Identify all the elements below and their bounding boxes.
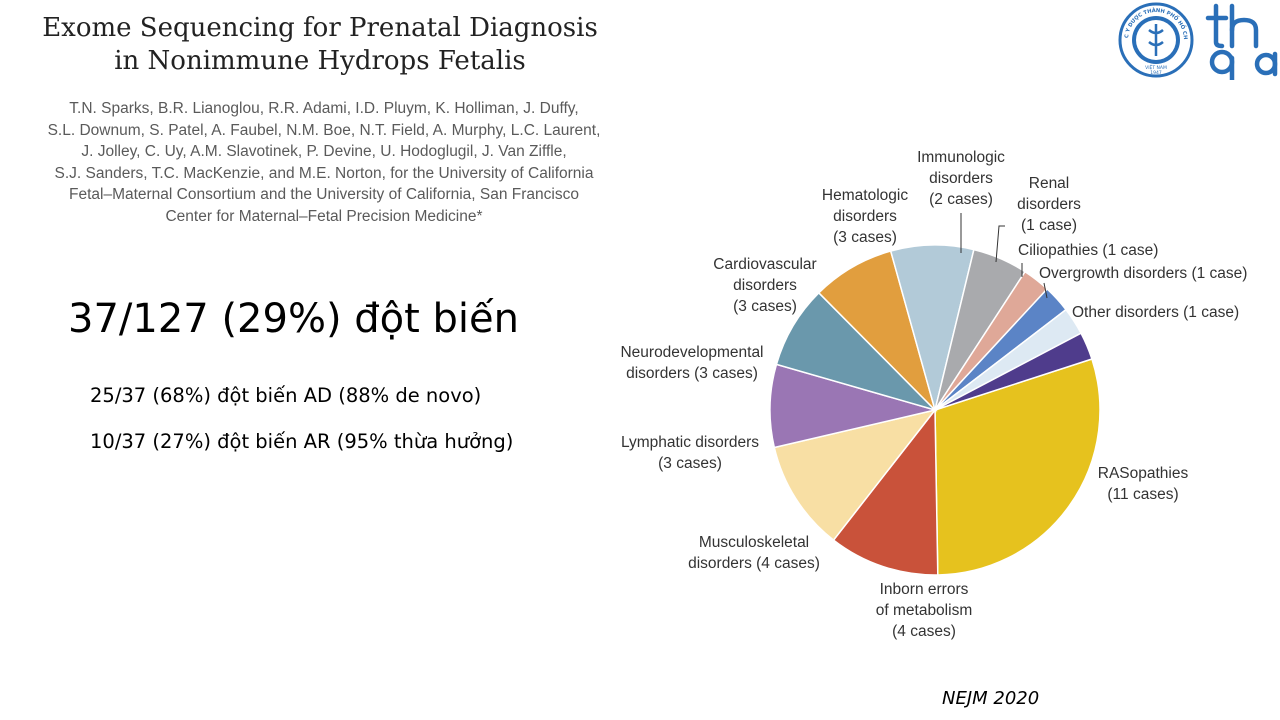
mutation-rate-headline: 37/127 (29%) đột biến: [68, 296, 519, 342]
ar-mutation-stat: 10/37 (27%) đột biến AR (95% thừa hưởng): [90, 430, 514, 453]
slice-label-line: Lymphatic disorders: [621, 434, 759, 451]
pie-slice-other-disorders: [934, 332, 1093, 411]
slice-label: Neurodevelopmental disorders (3 cases): [620, 344, 763, 382]
seal-year: 1947: [1150, 70, 1162, 76]
leader-line: [995, 225, 1005, 263]
author-line: T.N. Sparks, B.R. Lianoglou, R.R. Adami,…: [69, 100, 579, 117]
slice-label-line: (4 cases): [892, 623, 956, 640]
slice-label: Lymphatic disorders (3 cases): [621, 434, 759, 472]
slice-label-line: RASopathies: [1098, 465, 1189, 482]
author-line: Center for Maternal–Fetal Precision Medi…: [165, 207, 483, 225]
slice-label: Musculoskeletal disorders (4 cases): [688, 534, 820, 572]
slice-label-line: Inborn errors: [880, 581, 969, 598]
slice-label-line: of metabolism: [876, 602, 972, 619]
slice-label-line: Renal: [1029, 175, 1070, 192]
slice-label: Overgrowth disorders (1 case): [1039, 265, 1247, 282]
slice-label: Cardiovascular disorders (3 cases): [713, 256, 816, 315]
slice-label-line: disorders: [733, 277, 797, 294]
slice-label-line: Overgrowth disorders (1 case): [1039, 265, 1247, 282]
pie-slices: [769, 244, 1101, 576]
slice-label: Inborn errors of metabolism (4 cases): [876, 581, 972, 640]
slice-label-line: (3 cases): [733, 298, 797, 315]
slice-label-line: Ciliopathies (1 case): [1018, 242, 1158, 259]
slice-label: RASopathies (11 cases): [1098, 465, 1189, 503]
pie-slice-musculoskeletal-disorders: [773, 408, 937, 542]
slice-label: Immunologic disorders (2 cases): [917, 149, 1005, 208]
title-line-2: in Nonimmune Hydrops Fetalis: [114, 46, 526, 76]
author-line: J. Jolley, C. Uy, A.M. Slavotinek, P. De…: [81, 143, 567, 160]
slice-label-line: disorders (4 cases): [688, 555, 820, 572]
author-line: S.J. Sanders, T.C. MacKenzie, and M.E. N…: [54, 164, 594, 182]
citation: NEJM 2020: [942, 688, 1040, 709]
university-seal-icon: ĐẠI HỌC Y DƯỢC THÀNH PHỐ HỒ CHÍ MINH VIỆ…: [1116, 2, 1194, 78]
slice-label-line: (11 cases): [1107, 486, 1178, 503]
pie-labels: RASopathies (11 cases) Inborn errors of met…: [620, 149, 1247, 640]
author-line: S.L. Downum, S. Patel, A. Faubel, N.M. B…: [47, 121, 601, 139]
slice-label-line: disorders: [929, 170, 993, 187]
slice-label: Ciliopathies (1 case): [1018, 242, 1158, 259]
leader-line: [1043, 282, 1048, 299]
title-line-1: Exome Sequencing for Prenatal Diagnosis: [42, 13, 598, 43]
slice-label-line: disorders: [1017, 196, 1081, 213]
author-list: T.N. Sparks, B.R. Lianoglou, R.R. Adami,…: [10, 98, 638, 227]
university-logo: ĐẠI HỌC Y DƯỢC THÀNH PHỐ HỒ CHÍ MINH VIỆ…: [1116, 2, 1278, 80]
ad-mutation-stat: 25/37 (68%) đột biến AD (88% de novo): [90, 384, 482, 407]
slice-label-line: Neurodevelopmental: [620, 344, 763, 361]
slice-label-line: Hematologic: [822, 187, 908, 204]
slice-label-line: (3 cases): [658, 455, 722, 472]
slice-label-line: Immunologic: [917, 149, 1005, 166]
slice-label-line: (3 cases): [833, 229, 897, 246]
slice-label-line: Other disorders (1 case): [1072, 304, 1239, 321]
seal-country: VIỆT NAM: [1145, 63, 1167, 71]
slice-label: Hematologic disorders (3 cases): [822, 187, 908, 246]
slice-label-line: Cardiovascular: [713, 256, 816, 273]
slice-label: Other disorders (1 case): [1072, 304, 1239, 321]
monogram-icon: [1205, 3, 1278, 80]
slice-label-line: (2 cases): [929, 191, 993, 208]
slice-label-line: Musculoskeletal: [699, 534, 809, 551]
slice-label: Renal disorders (1 case): [1017, 175, 1081, 234]
slice-label-line: disorders: [833, 208, 897, 225]
slice-label-line: disorders (3 cases): [626, 365, 758, 382]
pie-slice-rasopathies: [934, 358, 1101, 576]
slice-label-line: (1 case): [1021, 217, 1077, 234]
pie-slice-inborn-errors-of-metabolism: [832, 407, 939, 576]
paper-title: Exome Sequencing for Prenatal Diagnosis …: [20, 12, 620, 78]
author-line: Fetal–Maternal Consortium and the Univer…: [68, 186, 579, 203]
pie-leader-lines: [960, 213, 1048, 299]
